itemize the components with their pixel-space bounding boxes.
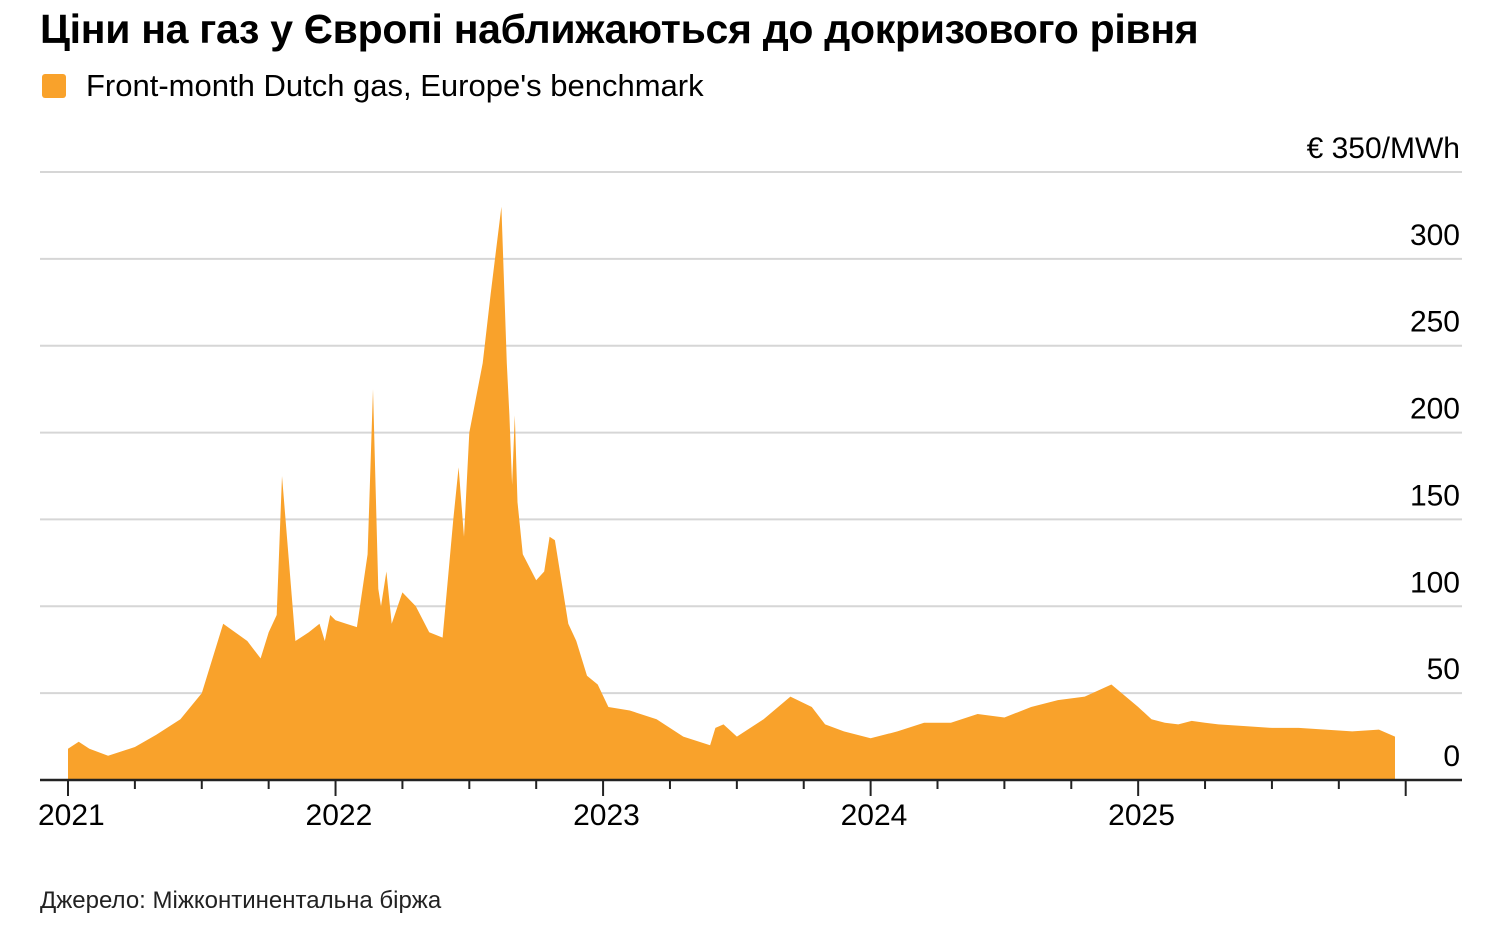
- x-tick-label-2024: 2024: [841, 799, 908, 832]
- y-tick-label-300: 300: [1410, 219, 1460, 252]
- series-area: [68, 206, 1395, 780]
- y-tick-label-200: 200: [1410, 393, 1460, 426]
- legend-swatch: [42, 74, 66, 98]
- y-axis-unit-label: € 350/MWh: [1307, 132, 1460, 165]
- x-tick-label-2023: 2023: [573, 799, 640, 832]
- legend: Front-month Dutch gas, Europe's benchmar…: [42, 68, 704, 104]
- y-tick-label-250: 250: [1410, 306, 1460, 339]
- x-tick-label-2022: 2022: [306, 799, 373, 832]
- source-note: Джерело: Міжконтинентальна біржа: [40, 887, 442, 914]
- chart-title: Ціни на газ у Європі наближаються до док…: [40, 6, 1199, 52]
- y-tick-label-50: 50: [1427, 653, 1460, 686]
- x-tick-label-2025: 2025: [1108, 799, 1175, 832]
- y-tick-label-0: 0: [1443, 740, 1460, 773]
- y-tick-label-150: 150: [1410, 479, 1460, 512]
- legend-label: Front-month Dutch gas, Europe's benchmar…: [86, 68, 704, 103]
- y-tick-label-100: 100: [1410, 566, 1460, 599]
- x-tick-label-2021: 2021: [38, 799, 105, 832]
